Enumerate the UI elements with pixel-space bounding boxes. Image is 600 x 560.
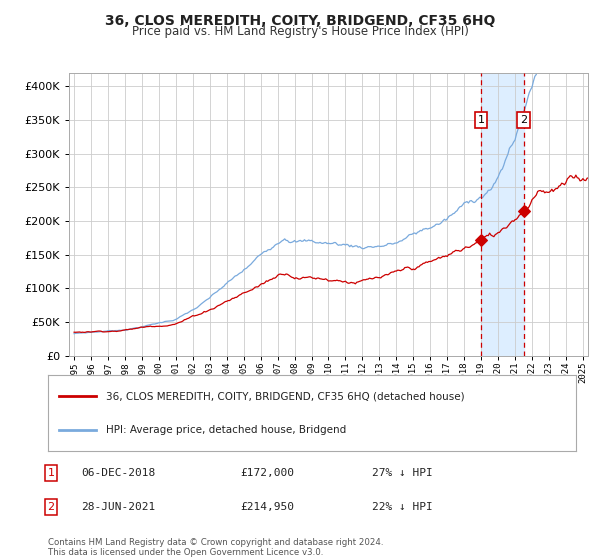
Text: Price paid vs. HM Land Registry's House Price Index (HPI): Price paid vs. HM Land Registry's House …: [131, 25, 469, 38]
Text: HPI: Average price, detached house, Bridgend: HPI: Average price, detached house, Brid…: [106, 424, 346, 435]
Text: 1: 1: [478, 115, 485, 125]
Text: 1: 1: [47, 468, 55, 478]
Text: 28-JUN-2021: 28-JUN-2021: [81, 502, 155, 512]
Text: 22% ↓ HPI: 22% ↓ HPI: [372, 502, 433, 512]
Text: 36, CLOS MEREDITH, COITY, BRIDGEND, CF35 6HQ: 36, CLOS MEREDITH, COITY, BRIDGEND, CF35…: [105, 14, 495, 28]
Text: 2: 2: [520, 115, 527, 125]
Text: 27% ↓ HPI: 27% ↓ HPI: [372, 468, 433, 478]
Text: 36, CLOS MEREDITH, COITY, BRIDGEND, CF35 6HQ (detached house): 36, CLOS MEREDITH, COITY, BRIDGEND, CF35…: [106, 391, 465, 402]
Text: £214,950: £214,950: [240, 502, 294, 512]
Text: 06-DEC-2018: 06-DEC-2018: [81, 468, 155, 478]
Point: [476, 235, 486, 244]
Bar: [481, 73, 524, 356]
Point: [519, 207, 529, 216]
Text: Contains HM Land Registry data © Crown copyright and database right 2024.
This d: Contains HM Land Registry data © Crown c…: [48, 538, 383, 557]
Text: 2: 2: [47, 502, 55, 512]
Text: £172,000: £172,000: [240, 468, 294, 478]
